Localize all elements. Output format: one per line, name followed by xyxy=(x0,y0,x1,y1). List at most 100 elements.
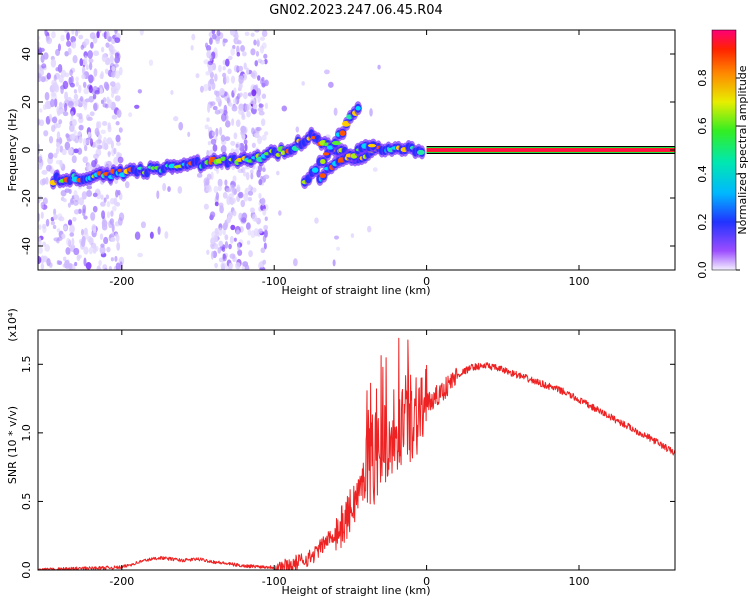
noise-speckle xyxy=(258,228,263,234)
noise-speckle xyxy=(38,41,41,50)
noise-speckle xyxy=(53,208,57,216)
noise-speckle xyxy=(97,121,102,129)
noise-speckle xyxy=(93,68,98,77)
figure-title: GN02.2023.247.06.45.R04 xyxy=(269,3,443,18)
noise-speckle xyxy=(256,40,260,47)
noise-speckle xyxy=(85,98,90,103)
noise-speckle xyxy=(52,224,57,230)
noise-speckle xyxy=(92,93,97,100)
noise-speckle xyxy=(113,63,119,68)
noise-speckle xyxy=(230,148,235,153)
noise-speckle xyxy=(134,231,141,240)
noise-speckle xyxy=(101,210,106,220)
noise-speckle xyxy=(222,228,226,236)
noise-speckle xyxy=(51,31,56,39)
noise-speckle xyxy=(39,119,45,127)
noise-speckle xyxy=(229,253,236,259)
noise-speckle xyxy=(258,192,262,199)
noise-speckle xyxy=(236,52,241,57)
noise-speckle xyxy=(128,112,133,118)
noise-speckle xyxy=(238,108,244,115)
noise-speckle xyxy=(261,82,266,88)
noise-speckle xyxy=(209,71,214,79)
noise-speckle xyxy=(233,237,237,242)
noise-speckle xyxy=(245,222,251,230)
noise-speckle xyxy=(102,103,108,108)
noise-speckle xyxy=(39,108,43,113)
noise-speckle xyxy=(212,62,217,71)
noise-speckle xyxy=(227,68,232,75)
noise-speckle xyxy=(115,262,121,270)
noise-speckle xyxy=(67,100,74,109)
noise-speckle xyxy=(250,48,256,56)
noise-speckle xyxy=(215,36,220,45)
spectrogram-y-tick-label: -20 xyxy=(20,189,33,207)
noise-speckle xyxy=(106,211,111,219)
noise-speckle xyxy=(219,88,225,96)
noise-speckle xyxy=(196,172,203,178)
noise-speckle xyxy=(258,110,265,116)
snr-series-line xyxy=(38,337,675,570)
noise-speckle xyxy=(191,33,196,41)
noise-speckle xyxy=(134,104,140,109)
noise-speckle xyxy=(108,265,113,270)
noise-speckle xyxy=(42,255,48,263)
noise-speckle xyxy=(233,132,238,140)
noise-speckle xyxy=(210,101,216,106)
spectrogram-y-ticks: -40 -20 0 20 40 xyxy=(20,47,675,255)
noise-speckle xyxy=(170,90,174,95)
noise-speckle xyxy=(214,73,218,82)
noise-speckle xyxy=(281,105,288,112)
noise-speckle xyxy=(222,191,228,199)
noise-speckle xyxy=(96,265,101,270)
noise-speckle xyxy=(116,242,121,251)
noise-speckle xyxy=(46,258,51,267)
noise-speckle xyxy=(99,245,106,255)
noise-speckle xyxy=(235,119,241,128)
noise-speckle xyxy=(40,54,45,63)
noise-speckle xyxy=(105,30,110,40)
noise-speckle xyxy=(86,138,90,145)
ridge-core xyxy=(280,150,286,156)
noise-speckle xyxy=(114,70,121,79)
noise-speckle xyxy=(93,102,98,112)
snr-y-label: SNR (10 * v/v) xyxy=(6,406,19,484)
noise-speckle xyxy=(236,45,240,55)
noise-speckle xyxy=(106,137,113,145)
spectrogram-y-label: Frequency (Hz) xyxy=(6,109,19,192)
noise-speckle xyxy=(98,260,102,267)
noise-speckle xyxy=(100,46,105,53)
noise-speckle xyxy=(241,126,247,136)
snr-frame xyxy=(37,329,676,571)
noise-speckle xyxy=(64,91,69,101)
noise-speckle xyxy=(57,63,63,73)
noise-speckle xyxy=(78,113,83,120)
noise-speckle xyxy=(230,47,235,56)
noise-speckle xyxy=(115,134,121,143)
noise-speckle xyxy=(87,236,93,243)
noise-speckle xyxy=(67,47,72,55)
noise-speckle xyxy=(255,50,260,57)
noise-speckle xyxy=(204,42,209,48)
noise-speckle xyxy=(157,226,161,235)
noise-speckle xyxy=(78,34,84,40)
noise-speckle xyxy=(105,194,110,200)
noise-speckle xyxy=(53,98,58,108)
noise-speckle xyxy=(38,73,42,83)
noise-speckle xyxy=(111,38,115,45)
noise-speckle xyxy=(65,247,71,255)
noise-speckle xyxy=(48,135,54,144)
noise-speckle xyxy=(106,246,111,253)
noise-speckle xyxy=(250,98,256,105)
colorbar-tick-label: 0.2 xyxy=(696,213,709,231)
noise-speckle xyxy=(84,144,88,152)
noise-speckle xyxy=(93,50,100,57)
noise-speckle xyxy=(41,169,48,175)
noise-speckle xyxy=(252,187,257,193)
noise-speckle xyxy=(210,250,214,260)
noise-speckle xyxy=(235,143,239,148)
noise-speckle xyxy=(72,54,78,64)
noise-speckle xyxy=(261,30,268,37)
noise-speckle xyxy=(251,213,258,222)
